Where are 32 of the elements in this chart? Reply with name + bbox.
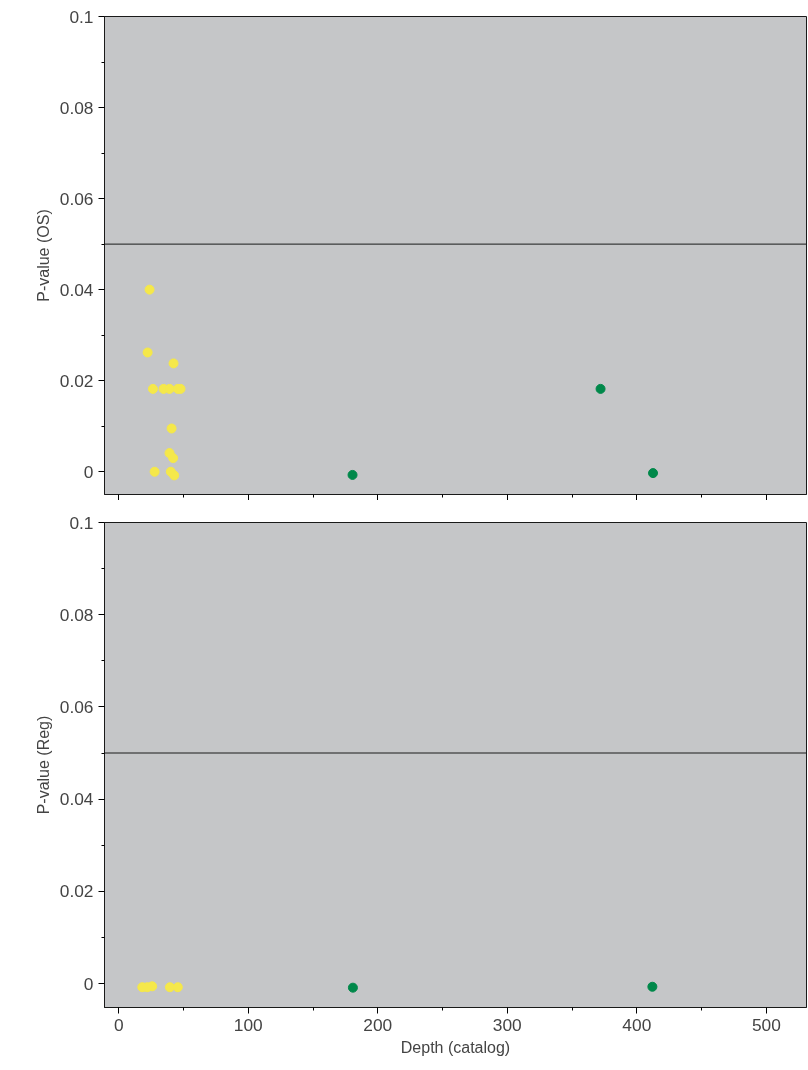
x-tick-label: 100 <box>233 1014 263 1035</box>
x-tick-label: 400 <box>622 1014 652 1035</box>
y-tick-label: 0 <box>83 973 94 994</box>
y-axis-title: P-value (OS) <box>34 209 52 302</box>
x-tick-label: 300 <box>492 1014 522 1035</box>
point <box>166 423 177 434</box>
point <box>144 284 155 295</box>
point <box>168 358 179 369</box>
point <box>648 468 659 479</box>
y-tick-label: 0.04 <box>59 789 94 810</box>
y-tick-label: 0.08 <box>59 604 94 625</box>
x-axis-title: Depth (catalog) <box>400 1038 511 1056</box>
y-tick-label: 0.02 <box>59 881 94 902</box>
y-tick-label: 0.1 <box>69 6 94 27</box>
point <box>347 469 358 480</box>
y-tick-label: 0.06 <box>59 696 94 717</box>
point <box>595 383 606 394</box>
x-tick-label: 0 <box>113 1014 124 1035</box>
y-tick-label: 0.02 <box>59 370 94 391</box>
point <box>147 383 158 394</box>
y-tick-label: 0.08 <box>59 97 94 118</box>
y-axis-title: P-value (Reg) <box>34 715 52 815</box>
y-tick-label: 0.04 <box>59 279 94 300</box>
x-tick-label: 200 <box>363 1014 393 1035</box>
y-tick-label: 0.06 <box>59 188 94 209</box>
point <box>168 453 179 464</box>
point <box>149 466 160 477</box>
x-tick-label: 500 <box>751 1014 781 1035</box>
point <box>169 470 180 481</box>
y-tick-label: 0 <box>83 461 94 482</box>
point <box>142 347 153 358</box>
y-tick-label: 0.1 <box>69 512 94 533</box>
